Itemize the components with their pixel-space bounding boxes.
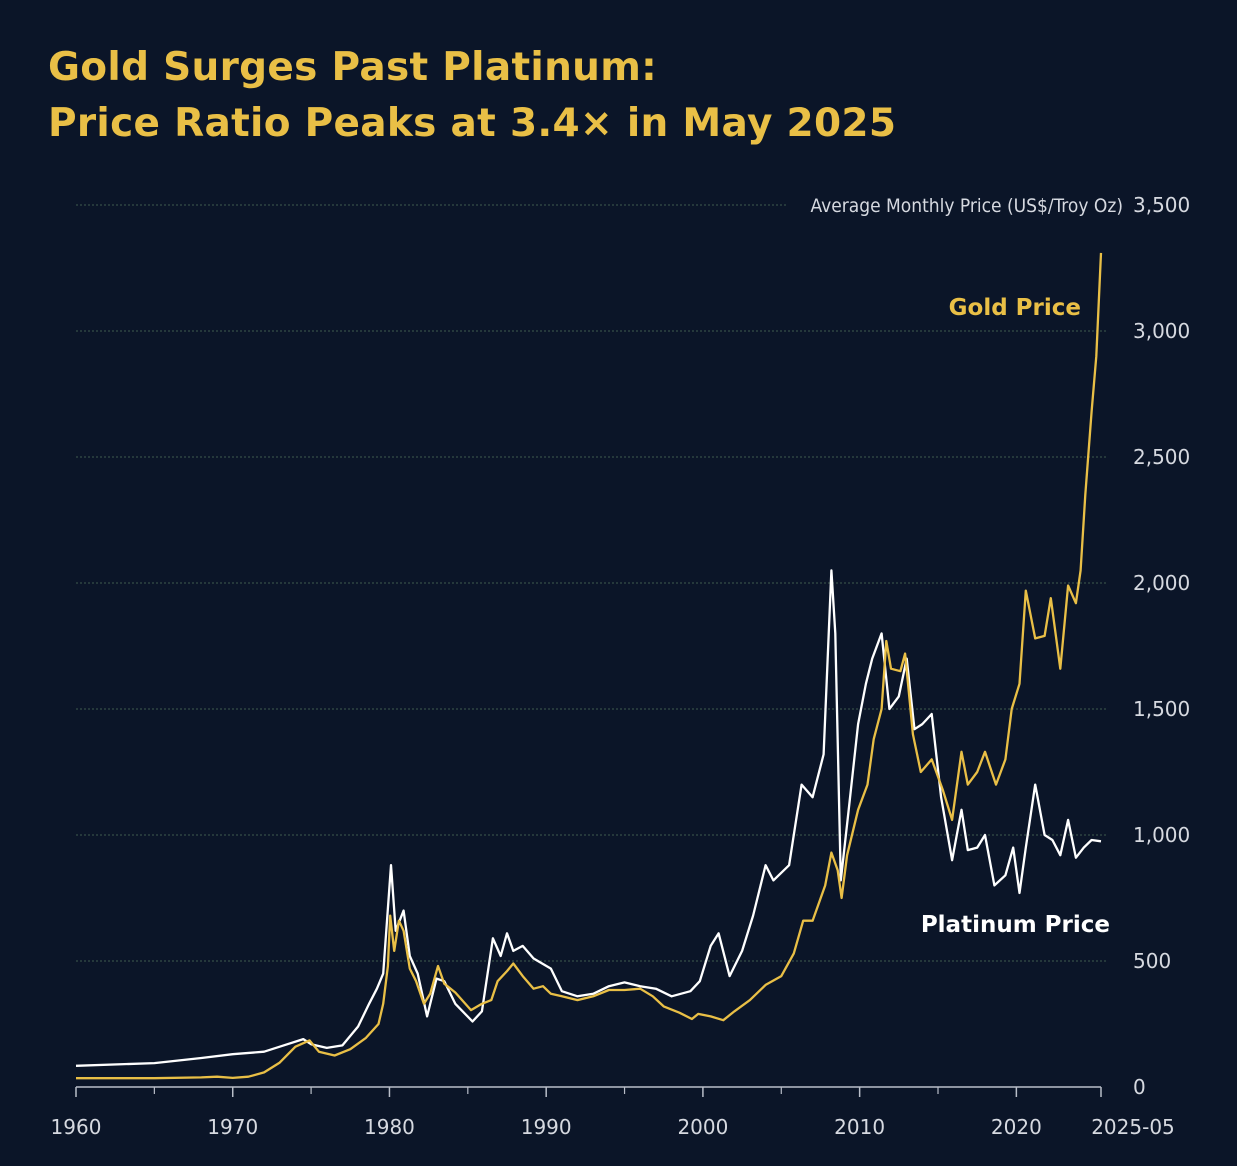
x-axis: 1960 1970 1980 1990 2000 2010 2020 2025-05 xyxy=(51,1086,1175,1139)
y-tick-label: 500 xyxy=(1133,949,1171,973)
y-tick-label: 0 xyxy=(1133,1075,1146,1099)
x-tick-label: 2010 xyxy=(834,1115,885,1139)
chart-title: Gold Surges Past Platinum: Price Ratio P… xyxy=(48,40,896,152)
chart-grid xyxy=(76,204,1108,962)
x-tick-label: 2000 xyxy=(677,1115,728,1139)
x-tick-label: 1980 xyxy=(364,1115,415,1139)
y-tick-label: 3,000 xyxy=(1133,319,1190,343)
y-tick-label: 2,000 xyxy=(1133,571,1190,595)
y-tick-label: 2,500 xyxy=(1133,445,1190,469)
x-tick-label: 1990 xyxy=(521,1115,572,1139)
gold-price-line xyxy=(76,252,1103,1080)
y-tick-label: 1,000 xyxy=(1133,823,1190,847)
chart-series xyxy=(75,252,1103,1080)
y-tick-label: 3,500 xyxy=(1133,193,1190,217)
y-tick-label: 1,500 xyxy=(1133,697,1190,721)
x-tick-label: 1960 xyxy=(51,1115,102,1139)
x-tick-label: 2025-05 xyxy=(1091,1115,1175,1139)
chart-title-line-1: Gold Surges Past Platinum: xyxy=(48,45,658,90)
y-axis-tick-labels: 0 500 1,000 1,500 2,000 2,500 3,000 3,500 xyxy=(1133,193,1190,1099)
chart-title-line-2: Price Ratio Peaks at 3.4× in May 2025 xyxy=(48,101,897,146)
gold-price-label: Gold Price xyxy=(949,295,1081,321)
x-tick-label: 2020 xyxy=(991,1115,1042,1139)
y-axis-unit-label: Average Monthly Price (US$/Troy Oz) xyxy=(811,195,1123,217)
platinum-price-label: Platinum Price xyxy=(921,912,1110,938)
platinum-price-line xyxy=(75,569,1102,1067)
x-tick-label: 1970 xyxy=(207,1115,258,1139)
